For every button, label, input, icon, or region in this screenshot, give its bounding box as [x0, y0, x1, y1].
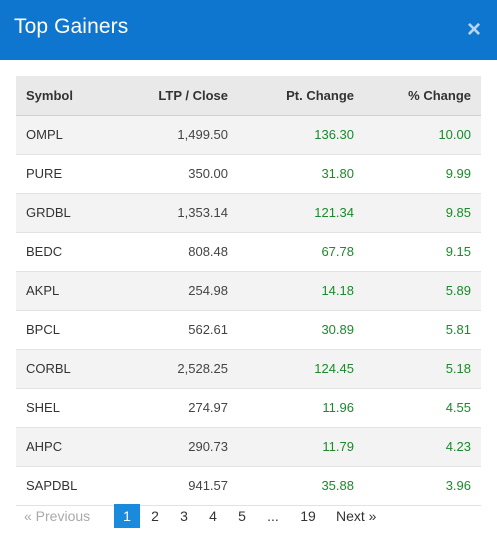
pt-change-cell: 121.34 [314, 205, 354, 220]
gainers-table: Symbol LTP / Close Pt. Change % Change O… [16, 76, 481, 506]
column-header-pt-change[interactable]: Pt. Change [228, 76, 354, 116]
previous-page-link[interactable]: « Previous [24, 508, 91, 524]
pt-change-cell: 67.78 [321, 244, 354, 259]
table-row: CORBL 2,528.25 124.45 5.18 [16, 349, 481, 388]
ltp-cell: 254.98 [188, 283, 228, 298]
ltp-cell: 350.00 [188, 166, 228, 181]
pt-change-cell: 124.45 [314, 361, 354, 376]
column-header-pct-change[interactable]: % Change [354, 76, 481, 116]
modal-title: Top Gainers [14, 15, 129, 38]
pct-change-cell: 9.99 [445, 166, 471, 181]
pct-change-cell: 5.89 [445, 283, 471, 298]
pt-change-cell: 30.89 [321, 322, 354, 337]
table-row: BEDC 808.48 67.78 9.15 [16, 232, 481, 271]
pt-change-cell: 14.18 [321, 283, 354, 298]
table-header: Symbol LTP / Close Pt. Change % Change [16, 76, 481, 116]
table-row: AKPL 254.98 14.18 5.89 [16, 271, 481, 310]
pct-change-cell: 4.55 [445, 400, 471, 415]
symbol-cell[interactable]: PURE [26, 166, 63, 181]
page-2-button[interactable]: 2 [151, 508, 159, 524]
page-4-button[interactable]: 4 [209, 508, 217, 524]
ltp-cell: 808.48 [188, 244, 228, 259]
pct-change-cell: 9.85 [445, 205, 471, 220]
page-3-button[interactable]: 3 [180, 508, 188, 524]
ltp-cell: 562.61 [188, 322, 228, 337]
pct-change-cell: 9.15 [445, 244, 471, 259]
symbol-cell[interactable]: OMPL [26, 127, 63, 142]
symbol-cell[interactable]: BPCL [26, 322, 60, 337]
pct-change-cell: 3.96 [445, 478, 471, 493]
ltp-cell: 2,528.25 [177, 361, 228, 376]
pct-change-cell: 10.00 [438, 127, 471, 142]
symbol-cell[interactable]: SAPDBL [26, 478, 78, 493]
pct-change-cell: 5.18 [445, 361, 471, 376]
page-ellipsis: ... [267, 508, 279, 524]
pt-change-cell: 136.30 [314, 127, 354, 142]
pt-change-cell: 31.80 [321, 166, 354, 181]
symbol-cell[interactable]: CORBL [26, 361, 71, 376]
symbol-cell[interactable]: AHPC [26, 439, 63, 454]
gainers-table-wrapper: Symbol LTP / Close Pt. Change % Change O… [16, 76, 481, 506]
page-19-button[interactable]: 19 [300, 508, 316, 524]
page-1-button[interactable]: 1 [114, 504, 140, 528]
ltp-cell: 274.97 [188, 400, 228, 415]
pt-change-cell: 11.79 [322, 439, 354, 454]
ltp-cell: 1,353.14 [177, 205, 228, 220]
pct-change-cell: 5.81 [445, 322, 471, 337]
close-icon[interactable]: × [466, 16, 481, 43]
table-row: BPCL 562.61 30.89 5.81 [16, 310, 481, 349]
symbol-cell[interactable]: GRDBL [26, 205, 71, 220]
symbol-cell[interactable]: SHEL [26, 400, 60, 415]
pt-change-cell: 35.88 [321, 478, 354, 493]
table-row: GRDBL 1,353.14 121.34 9.85 [16, 193, 481, 232]
table-row: PURE 350.00 31.80 9.99 [16, 154, 481, 193]
modal-header: Top Gainers × [0, 0, 497, 60]
column-header-ltp[interactable]: LTP / Close [126, 76, 228, 116]
table-header-row: Symbol LTP / Close Pt. Change % Change [16, 76, 481, 116]
ltp-cell: 1,499.50 [177, 127, 228, 142]
table-row: SAPDBL 941.57 35.88 3.96 [16, 466, 481, 505]
table-row: SHEL 274.97 11.96 4.55 [16, 388, 481, 427]
table-body: OMPL 1,499.50 136.30 10.00 PURE 350.00 3… [16, 115, 481, 505]
page-5-button[interactable]: 5 [238, 508, 246, 524]
next-page-link[interactable]: Next » [336, 508, 377, 524]
ltp-cell: 941.57 [188, 478, 228, 493]
table-row: OMPL 1,499.50 136.30 10.00 [16, 115, 481, 154]
symbol-cell[interactable]: BEDC [26, 244, 63, 259]
column-header-symbol[interactable]: Symbol [16, 76, 126, 116]
pt-change-cell: 11.96 [322, 400, 354, 415]
ltp-cell: 290.73 [188, 439, 228, 454]
table-row: AHPC 290.73 11.79 4.23 [16, 427, 481, 466]
pct-change-cell: 4.23 [445, 439, 471, 454]
symbol-cell[interactable]: AKPL [26, 283, 60, 298]
